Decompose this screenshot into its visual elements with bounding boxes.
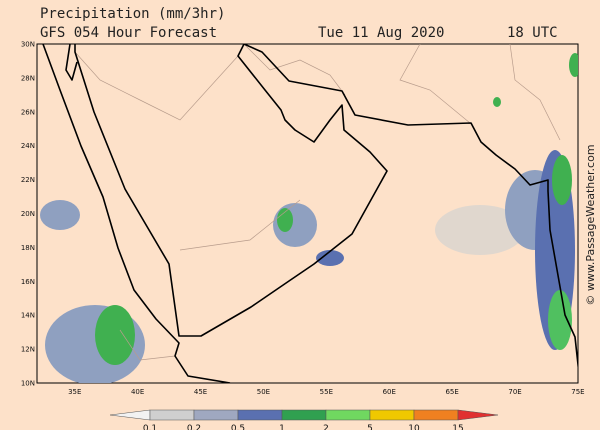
lat-label: 28N bbox=[21, 74, 35, 82]
colorbar bbox=[109, 409, 499, 421]
colorbar-segment bbox=[413, 409, 459, 421]
lon-label: 65E bbox=[445, 388, 458, 396]
precip-area bbox=[552, 155, 572, 205]
precip-area bbox=[569, 53, 578, 77]
precipitation bbox=[40, 53, 578, 383]
colorbar-segment bbox=[325, 409, 371, 421]
lon-label: 40E bbox=[131, 388, 144, 396]
date: Tue 11 Aug 2020 bbox=[318, 25, 444, 41]
coastline-africa bbox=[42, 44, 231, 383]
lat-label: 26N bbox=[21, 108, 35, 116]
legend-label: 15 bbox=[452, 424, 463, 430]
map bbox=[36, 43, 579, 384]
lat-label: 20N bbox=[21, 210, 35, 218]
legend-label: 2 bbox=[323, 424, 329, 430]
subtitle: GFS 054 Hour Forecast bbox=[40, 25, 217, 41]
lat-label: 24N bbox=[21, 142, 35, 150]
lat-label: 16N bbox=[21, 278, 35, 286]
precip-area bbox=[316, 250, 344, 266]
lon-label: 45E bbox=[194, 388, 207, 396]
coastline-arabia bbox=[74, 44, 388, 337]
legend-label: 1 bbox=[279, 424, 285, 430]
map-content bbox=[40, 44, 578, 383]
lat-label: 30N bbox=[21, 41, 35, 49]
legend-label: 0.2 bbox=[187, 424, 201, 430]
lon-label: 75E bbox=[571, 388, 584, 396]
lat-label: 12N bbox=[21, 346, 35, 354]
precip-area bbox=[548, 290, 572, 350]
legend-label: 0.1 bbox=[143, 424, 157, 430]
lon-label: 55E bbox=[320, 388, 333, 396]
colorbar-segment bbox=[457, 409, 499, 421]
lat-label: 18N bbox=[21, 244, 35, 252]
legend-label: 0.5 bbox=[231, 424, 245, 430]
precip-area bbox=[435, 205, 525, 255]
colorbar-segment bbox=[369, 409, 415, 421]
precip-area bbox=[40, 200, 80, 230]
colorbar-segment bbox=[193, 409, 239, 421]
legend-label: 10 bbox=[408, 424, 420, 430]
colorbar-segment bbox=[237, 409, 283, 421]
watermark: © www.PassageWeather.com bbox=[584, 144, 597, 305]
precip-area bbox=[277, 208, 293, 232]
coastline-sinai bbox=[65, 44, 78, 81]
lat-label: 22N bbox=[21, 176, 35, 184]
axis-labels: 30N 28N 26N 24N 22N 20N 18N 16N 14N 12N 10N 35E 40E 4… bbox=[21, 41, 585, 430]
lon-label: 60E bbox=[383, 388, 396, 396]
colorbar-segment bbox=[149, 409, 195, 421]
lat-label: 14N bbox=[21, 312, 35, 320]
title: Precipitation (mm/3hr) bbox=[40, 6, 225, 22]
lon-label: 70E bbox=[508, 388, 521, 396]
legend-label: 5 bbox=[367, 424, 373, 430]
time: 18 UTC bbox=[507, 25, 558, 41]
precip-area bbox=[493, 97, 501, 107]
coastline-iran-india bbox=[243, 44, 578, 373]
lon-label: 50E bbox=[257, 388, 270, 396]
lon-label: 35E bbox=[68, 388, 81, 396]
borders bbox=[74, 44, 561, 361]
precip-area bbox=[95, 305, 135, 365]
lat-label: 10N bbox=[21, 380, 35, 388]
colorbar-segment bbox=[281, 409, 327, 421]
